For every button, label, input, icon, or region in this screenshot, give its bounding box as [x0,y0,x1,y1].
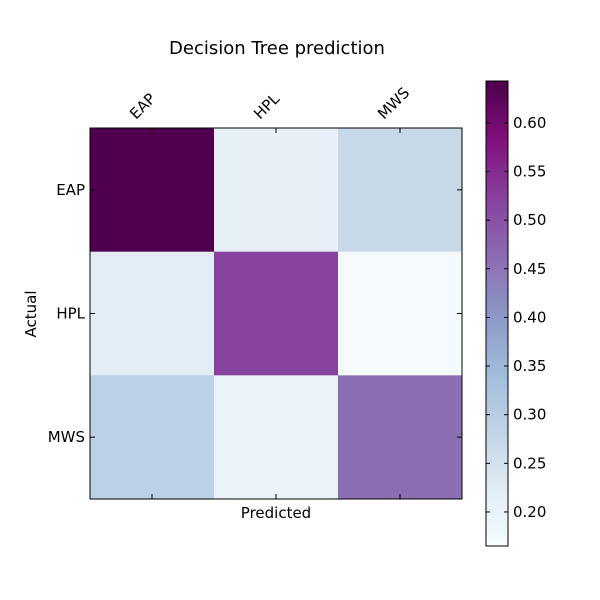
colorbar [485,80,509,547]
y-tick-label: HPL [56,305,85,323]
colorbar-tick-label: 0.25 [513,454,546,472]
colorbar-tick-label: 0.60 [513,114,546,132]
colorbar-ticks: 0.20 0.25 0.30 0.35 0.40 0.45 0.50 0.55 0.60 [486,114,546,521]
colorbar-tick-label: 0.20 [513,503,546,521]
y-tick-label: EAP [56,181,85,199]
y-tick-labels: EAP HPL MWS [48,181,86,446]
colorbar-tick-label: 0.50 [513,211,546,229]
heatmap-cell [214,375,339,500]
x-tick-label: EAP [126,90,159,123]
y-tick-label: MWS [48,428,85,446]
x-axis-label: Predicted [241,504,311,522]
heatmap-cell [90,375,215,500]
x-tick-label: MWS [374,84,413,123]
heatmap-cell [214,251,339,376]
colorbar-tick-label: 0.40 [513,308,546,326]
heatmap-cell [90,251,215,376]
axis-ticks [90,128,462,499]
heatmap-cell [338,128,463,253]
y-axis-label: Actual [22,291,40,338]
heatmap-cell [214,128,339,253]
x-tick-label: HPL [250,89,283,122]
heatmap-cell [338,375,463,500]
chart-title: Decision Tree prediction [169,38,385,59]
heatmap-cell [338,251,463,376]
heatmap-cell [90,128,215,253]
heatmap-cells [90,128,463,500]
colorbar-tick-label: 0.35 [513,357,546,375]
colorbar-tick-label: 0.45 [513,260,546,278]
colorbar-tick-label: 0.55 [513,162,546,180]
colorbar-tick-label: 0.30 [513,406,546,424]
x-tick-labels: EAP HPL MWS [126,84,413,123]
